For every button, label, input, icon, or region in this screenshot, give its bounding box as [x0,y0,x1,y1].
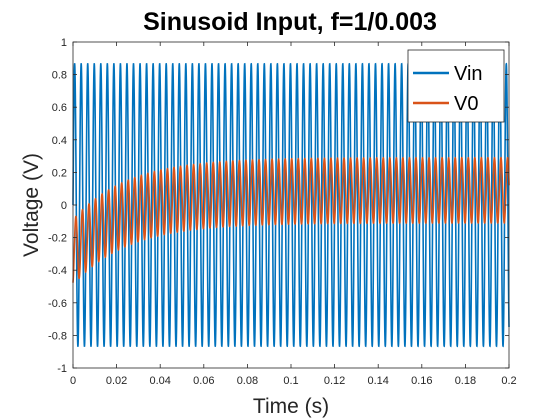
y-tick-label: 0.8 [52,70,67,82]
y-tick-label: -1 [57,363,67,375]
x-tick-label: 0.16 [411,375,432,387]
x-axis-label: Time (s) [253,395,329,418]
x-tick-label: 0.02 [106,375,127,387]
y-axis-label: Voltage (V) [20,153,43,257]
y-tick-label: 0.2 [52,167,67,179]
y-tick-label: 0.4 [52,135,67,147]
y-tick-label: -0.6 [48,298,67,310]
x-tick-label: 0.06 [193,375,214,387]
y-tick-label: -0.4 [48,265,67,277]
x-tick-label: 0.14 [367,375,388,387]
series-layer [72,62,510,348]
y-tick-label: -0.2 [48,233,67,245]
legend-label-v0: V0 [454,93,478,115]
y-tick-label: -0.8 [48,330,67,342]
x-ticks: 0 0.02 0.04 0.06 0.08 0.1 0.12 0.14 0.16 0.18 0.2 [70,42,517,387]
x-tick-label: 0.04 [149,375,170,387]
chart-title: Sinusoid Input, f=1/0.003 [143,8,437,36]
y-ticks: -1 -0.8 -0.6 -0.4 -0.2 0 0.2 0.4 0.6 0.8 1 [48,37,509,375]
x-tick-label: 0.08 [237,375,258,387]
x-tick-label: 0.1 [283,375,298,387]
y-tick-label: 0.6 [52,102,67,114]
x-tick-label: 0.2 [501,375,516,387]
x-tick-label: 0.12 [324,375,345,387]
legend: Vin V0 [407,49,505,123]
series-vin-line [72,62,510,348]
legend-label-vin: Vin [454,63,483,85]
y-tick-label: 1 [61,37,67,49]
series-v0-line [72,156,510,283]
legend-box [407,49,505,123]
y-tick-label: 0 [61,200,67,212]
x-tick-label: 0 [70,375,76,387]
x-tick-label: 0.18 [455,375,476,387]
